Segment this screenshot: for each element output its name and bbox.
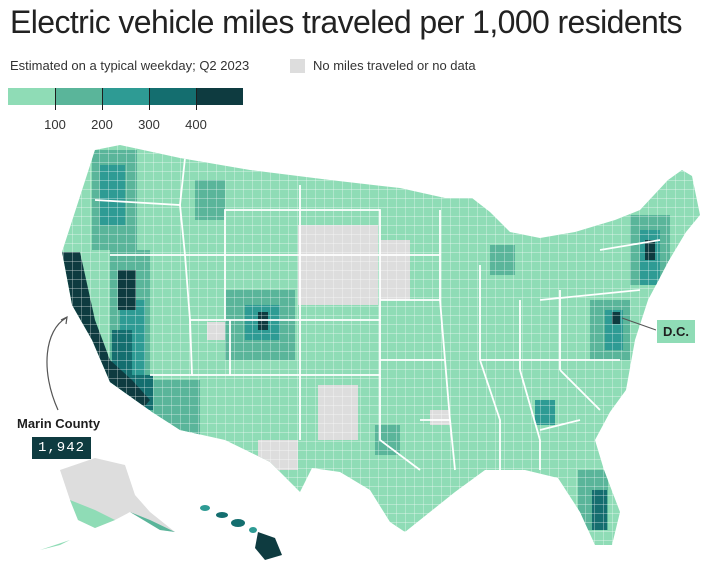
dc-label: D.C. — [656, 319, 696, 344]
legend-tick-300 — [149, 88, 150, 110]
dc-leader — [621, 317, 657, 331]
no-data-swatch — [290, 58, 305, 73]
marin-arrow — [46, 317, 67, 411]
marin-arrowhead — [60, 315, 68, 325]
legend-label-200: 200 — [91, 117, 113, 132]
no-data-legend: No miles traveled or no data — [290, 58, 476, 73]
color-scale-legend — [8, 88, 243, 105]
legend-swatch-2 — [55, 88, 102, 105]
chart-title: Electric vehicle miles traveled per 1,00… — [10, 4, 683, 40]
legend-tick-200 — [102, 88, 103, 110]
marin-county-label: Marin County — [17, 416, 101, 431]
legend-swatch-4 — [149, 88, 196, 105]
legend-swatch-1 — [8, 88, 55, 105]
legend-swatch-3 — [102, 88, 149, 105]
legend-label-300: 300 — [138, 117, 160, 132]
state-borders — [94, 157, 661, 471]
marin-county-value: 1,942 — [32, 437, 92, 459]
hawaii — [200, 505, 282, 560]
legend-tick-400 — [196, 88, 197, 110]
legend-swatch-5 — [196, 88, 243, 105]
alaska — [40, 458, 175, 550]
chart-subtitle: Estimated on a typical weekday; Q2 2023 — [10, 58, 250, 73]
legend-tick-100 — [55, 88, 56, 110]
legend-label-400: 400 — [185, 117, 207, 132]
no-data-label: No miles traveled or no data — [313, 58, 476, 73]
legend-label-100: 100 — [44, 117, 66, 132]
